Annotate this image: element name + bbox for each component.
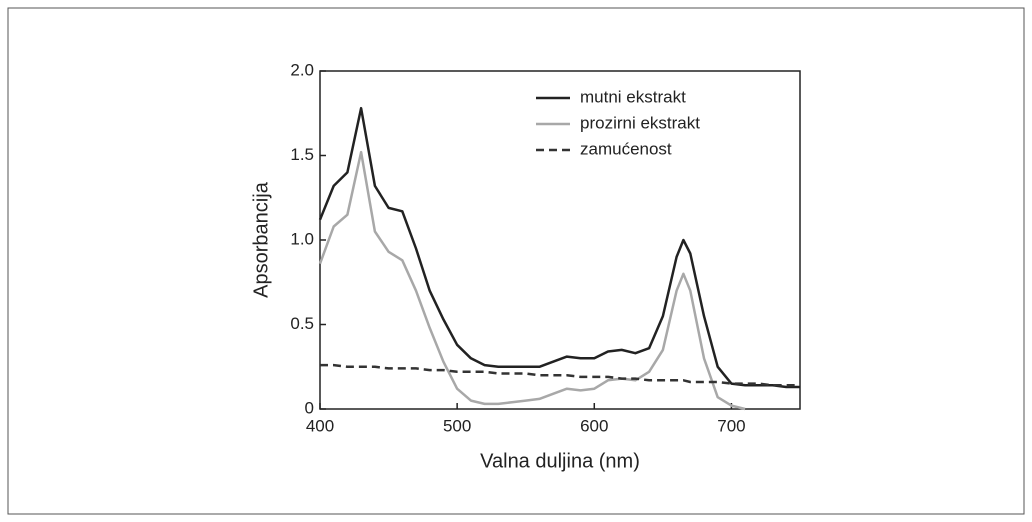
x-axis-title: Valna duljina (nm) [480,450,640,472]
y-tick-label: 0 [305,398,314,417]
legend-label: zamućenost [580,139,672,158]
y-tick-label: 2.0 [290,60,314,79]
x-tick-label: 500 [443,416,471,435]
legend-label: mutni ekstrakt [580,87,686,106]
legend-label: prozirni ekstrakt [580,113,700,132]
series-line [318,150,746,411]
series-line [320,363,800,387]
y-tick-label: 1.0 [290,229,314,248]
series-line [318,106,800,389]
y-tick-label: 1.5 [290,145,314,164]
x-tick-label: 400 [306,416,334,435]
x-tick-label: 700 [717,416,745,435]
y-axis-title: Apsorbancija [250,181,272,298]
x-tick-label: 600 [580,416,608,435]
frame [7,7,1025,515]
y-tick-label: 0.5 [290,314,314,333]
